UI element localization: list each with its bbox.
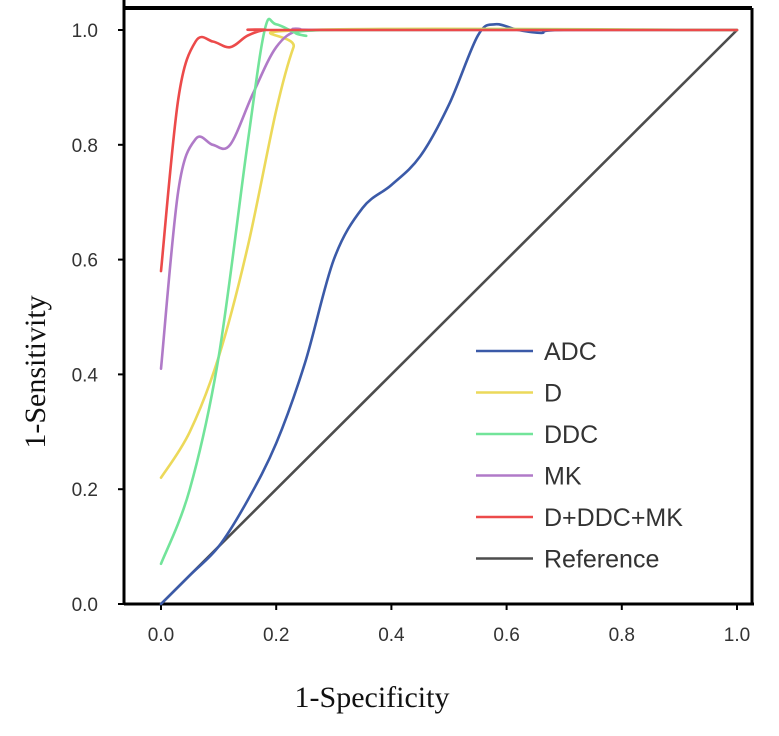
series-line-d: [159, 27, 739, 479]
x-tick-label: 0.0: [148, 625, 174, 646]
x-tick-label: 1.0: [724, 625, 750, 646]
legend-label-adc: ADC: [544, 338, 597, 366]
legend-label-mk: MK: [544, 463, 582, 491]
legend-label-d-ddc-mk: D+DDC+MK: [544, 504, 683, 532]
y-tick-label: 1.0: [72, 21, 98, 42]
x-tick-label: 0.4: [378, 625, 405, 646]
series-line-ddc: [159, 17, 739, 566]
legend-label-ddc: DDC: [544, 421, 598, 449]
series-line-reference: [159, 28, 739, 606]
x-axis-title: 1-Specificity: [295, 681, 450, 714]
y-tick-label: 0.2: [72, 480, 98, 501]
y-tick-label: 0.4: [72, 365, 99, 386]
series-layer: [159, 17, 739, 606]
x-tick-label: 0.8: [609, 625, 635, 646]
series-line-adc: [159, 22, 739, 606]
legend-label-reference: Reference: [544, 546, 659, 574]
series-line-d-ddc-mk: [159, 28, 739, 273]
y-tick-label: 0.8: [72, 136, 98, 157]
y-tick-label: 0.0: [72, 595, 98, 616]
y-axis-title: 1-Sensitivity: [19, 295, 52, 448]
legend-label-d: D: [544, 380, 562, 408]
x-tick-label: 0.2: [263, 625, 289, 646]
x-tick-label: 0.6: [493, 625, 519, 646]
axis-ticks: 0.0 0.2 0.4 0.6 0.8 1.0 0.0 0.2 0.4 0.6 0.8 1.0: [72, 21, 751, 646]
y-tick-label: 0.6: [72, 251, 98, 272]
legend: ADC D DDC MK D+DDC+MK Reference: [476, 338, 683, 574]
